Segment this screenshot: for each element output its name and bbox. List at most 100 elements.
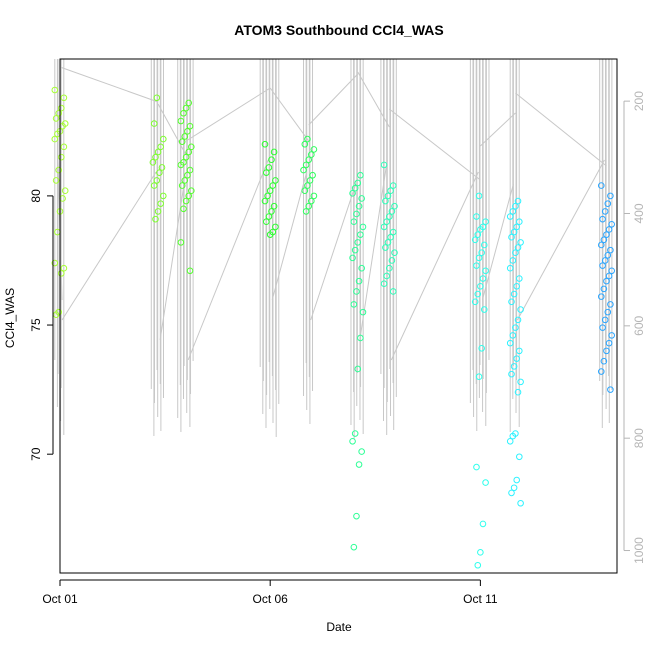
data-point (597, 293, 605, 300)
transit-trace (61, 171, 157, 321)
data-point (349, 437, 356, 445)
data-point (506, 213, 514, 220)
data-point (52, 115, 60, 122)
data-point (51, 259, 59, 267)
data-point (180, 205, 187, 213)
data-point (608, 221, 615, 228)
data-point (355, 461, 363, 468)
data-point (185, 99, 193, 107)
data-point (357, 334, 364, 342)
data-point (353, 210, 360, 218)
y-axis: 70 75 80 (29, 189, 54, 461)
transit-trace (157, 103, 187, 156)
data-point (514, 197, 522, 205)
data-point (184, 128, 191, 135)
data-point (270, 148, 278, 156)
data-point (607, 386, 614, 393)
data-point (182, 104, 190, 112)
data-point (309, 171, 316, 179)
data-point (265, 164, 273, 171)
data-point (513, 282, 521, 290)
data-point (608, 332, 615, 339)
data-point (383, 272, 390, 280)
data-point (389, 182, 397, 189)
data-point (482, 267, 489, 275)
data-point (474, 231, 482, 238)
data-point (150, 120, 158, 127)
data-point (389, 288, 397, 295)
data-point (269, 182, 277, 189)
data-point (265, 213, 273, 220)
data-points (51, 86, 615, 569)
data-point (357, 231, 364, 238)
data-point (60, 94, 68, 102)
data-point (517, 306, 524, 313)
data-point (306, 177, 314, 184)
data-point (604, 308, 612, 316)
altitude-traces (54, 59, 613, 439)
data-point (354, 179, 362, 187)
data-point (600, 357, 608, 365)
data-point (159, 192, 167, 200)
data-point (601, 208, 609, 215)
data-point (180, 109, 187, 117)
data-point (351, 246, 359, 254)
data-point (181, 133, 189, 140)
data-point (384, 239, 392, 246)
data-point (158, 164, 166, 171)
data-point (471, 236, 479, 244)
data-point (605, 226, 613, 233)
data-point (351, 184, 359, 192)
data-point (385, 213, 393, 220)
data-point (301, 140, 309, 148)
y-tick-label: 80 (29, 189, 43, 203)
data-point (388, 208, 396, 215)
data-point (61, 187, 69, 195)
data-point (605, 339, 613, 347)
data-point (153, 177, 161, 184)
data-point (60, 264, 68, 272)
data-point (354, 239, 362, 246)
data-point (506, 264, 514, 272)
data-point (600, 236, 608, 244)
data-point (508, 489, 515, 497)
data-point (473, 463, 480, 471)
data-point (349, 190, 356, 197)
data-point (474, 561, 482, 569)
data-point (270, 202, 278, 210)
data-point (597, 241, 605, 249)
data-point (608, 267, 615, 275)
data-point (58, 270, 65, 277)
data-point (517, 378, 524, 386)
data-point (382, 244, 389, 251)
data-point (391, 202, 398, 210)
data-point (597, 368, 605, 375)
data-point (354, 365, 362, 373)
data-point (177, 239, 185, 246)
data-point (181, 177, 189, 184)
data-point (388, 257, 396, 264)
data-point (474, 290, 482, 298)
data-point (55, 166, 63, 174)
data-point (475, 373, 483, 380)
data-point (380, 223, 388, 231)
data-point (358, 195, 365, 202)
y2-tick-label: 600 (632, 315, 646, 335)
data-point (154, 148, 162, 156)
data-point (380, 280, 388, 288)
data-point (509, 257, 517, 264)
data-point (51, 135, 59, 143)
data-point (380, 161, 388, 169)
data-point (479, 275, 487, 282)
data-point (262, 218, 270, 226)
data-point (305, 202, 313, 210)
data-point (510, 484, 518, 492)
data-point (268, 208, 275, 215)
data-point (301, 187, 309, 195)
data-point (310, 146, 318, 153)
data-point (353, 512, 360, 520)
chart-title: ATOM3 Southbound CCl4_WAS (234, 22, 443, 38)
data-point (479, 520, 487, 528)
data-point (509, 332, 517, 339)
